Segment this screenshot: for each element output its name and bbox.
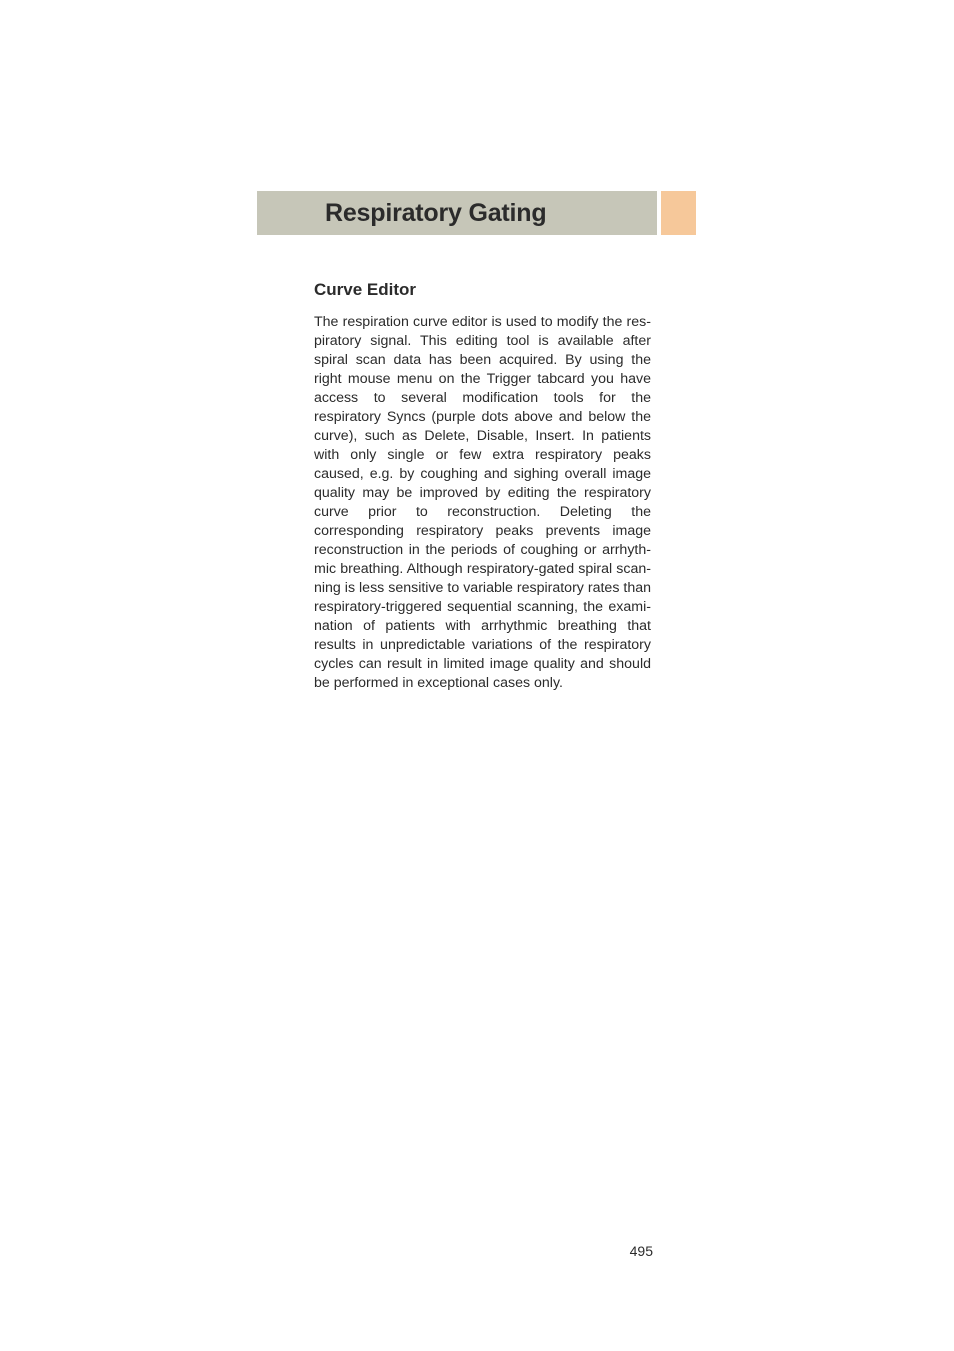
header-bar-orange: [661, 191, 696, 235]
chapter-title: Respiratory Gating: [257, 199, 546, 228]
chapter-header-bar: Respiratory Gating: [257, 191, 696, 235]
section-subheading: Curve Editor: [314, 280, 416, 300]
section-body-text: The respiration curve editor is used to …: [314, 313, 651, 693]
page-number: 495: [630, 1243, 653, 1259]
